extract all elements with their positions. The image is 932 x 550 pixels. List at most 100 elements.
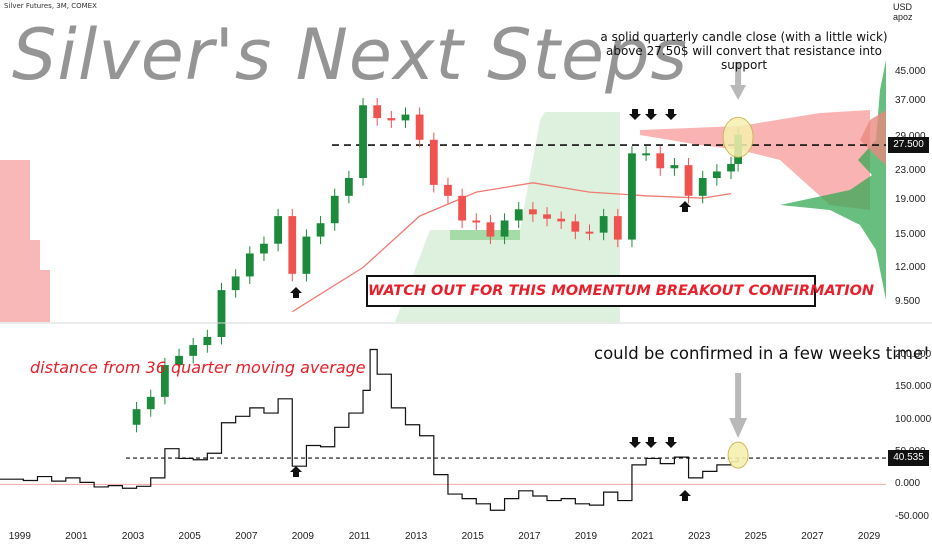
candle-body (458, 195, 466, 221)
highlight-circle-bottom (727, 441, 749, 469)
volume-profile-green (780, 60, 886, 300)
candle-body (373, 105, 382, 119)
volume-profile (780, 60, 886, 300)
arrow-down-2021b (645, 109, 657, 120)
candle-body (684, 165, 693, 196)
year-tick-label: 2009 (291, 531, 314, 542)
candle-body (274, 216, 283, 244)
candle-body (543, 214, 551, 219)
indicator-tick-label: 100.000 (895, 413, 932, 425)
candle-body (698, 178, 707, 196)
candle-body (712, 171, 721, 179)
cloud-green-band (450, 230, 520, 240)
indicator-tick-label: 150.000 (895, 381, 932, 393)
candle-body (316, 223, 325, 237)
confirmation-note: could be confirmed in a few weeks time! (594, 344, 930, 363)
year-tick-label: 2011 (348, 531, 371, 542)
candle-body (175, 355, 183, 366)
candle-body (288, 216, 297, 274)
candle-body (642, 153, 650, 156)
candle-body (302, 236, 311, 274)
arrow-markers (290, 62, 748, 501)
price-tick-label: 37.000 (895, 95, 926, 107)
candle-body (500, 220, 509, 237)
year-tick-label: 2025 (744, 531, 767, 542)
price-badge: 27.500 (888, 137, 929, 154)
indicator-tick-label: -50.000 (895, 510, 929, 522)
price-unit: USD apoz (893, 2, 913, 22)
year-tick-label: 2021 (631, 531, 654, 542)
candlestick-series (132, 98, 754, 433)
year-tick-label: 2001 (65, 531, 88, 542)
candle-body (146, 396, 155, 410)
arrow-down-ind-2022 (665, 437, 677, 448)
ichimoku-cloud (0, 110, 870, 322)
candle-body (189, 345, 198, 356)
year-tick-label: 2029 (857, 531, 881, 542)
arrow-down-ind-2021b (645, 437, 657, 448)
year-tick-label: 2003 (121, 531, 145, 542)
indicator-label: distance from 36 quarter moving average (30, 358, 366, 377)
chart-title: Silver's Next Steps (12, 14, 688, 96)
price-tick-label: 23.000 (895, 165, 926, 177)
candle-body (387, 118, 396, 121)
arrow-down-ind-2021a (629, 437, 641, 448)
candle-body (260, 243, 268, 254)
arrow-down-2021a (629, 109, 641, 120)
year-tick-label: 2007 (235, 531, 258, 542)
price-tick-label: 19.000 (895, 193, 926, 205)
candle-body (486, 222, 495, 237)
candle-body (670, 165, 679, 169)
arrow-up-2008 (290, 287, 302, 298)
moving-average-line (291, 182, 732, 313)
year-tick-label: 2027 (801, 531, 824, 542)
price-tick-label: 12.000 (895, 261, 926, 273)
candle-body (203, 336, 212, 346)
indicator-badge: 40.535 (888, 450, 929, 467)
year-tick-label: 2017 (518, 531, 541, 542)
candle-body (727, 163, 735, 172)
candle-body (585, 231, 594, 234)
cloud-left-red (0, 160, 50, 322)
resistance-note: a solid quarterly candle close (with a l… (600, 30, 888, 72)
candle-body (401, 114, 410, 121)
candle-body (599, 216, 608, 233)
arrow-up-2022 (679, 201, 691, 212)
year-tick-label: 2015 (461, 531, 484, 542)
price-tick-label: 15.000 (895, 228, 926, 240)
price-tick-label: 45.000 (895, 66, 926, 78)
arrow-down-2022 (665, 109, 677, 120)
candle-body (344, 178, 353, 196)
arrow-up-ind-2008 (290, 466, 302, 477)
cloud-right-red (640, 110, 870, 210)
highlight-circle-top (722, 116, 754, 158)
candle-body (217, 290, 226, 337)
arrow-up-ind-2022 (679, 490, 691, 501)
indicator-tick-label: 200.000 (895, 348, 932, 360)
candle-body (571, 221, 580, 232)
candle-body (472, 220, 481, 223)
breakout-callout: WATCH OUT FOR THIS MOMENTUM BREAKOUT CON… (366, 275, 874, 307)
candle-body (245, 253, 254, 277)
candle-body (330, 195, 339, 224)
candle-body (415, 114, 424, 140)
indicator-tick-label: 0.000 (895, 478, 921, 490)
candle-body (429, 139, 438, 185)
year-tick-label: 2019 (574, 531, 598, 542)
cloud-green (395, 112, 620, 322)
candle-body (444, 184, 452, 196)
year-tick-label: 2023 (688, 531, 711, 542)
candle-body (359, 105, 367, 179)
price-tick-label: 29.000 (895, 131, 926, 142)
candle-body (132, 409, 141, 425)
pointer-arrow-top (730, 62, 747, 100)
year-tick-label: 2013 (404, 531, 428, 542)
candle-body (656, 153, 665, 169)
ma-polyline (291, 182, 732, 313)
candle-body (160, 365, 169, 397)
unit-scale: apoz (893, 12, 913, 22)
unit-currency: USD (893, 2, 913, 12)
distance-step-line (0, 348, 739, 511)
candle-body (557, 218, 566, 222)
